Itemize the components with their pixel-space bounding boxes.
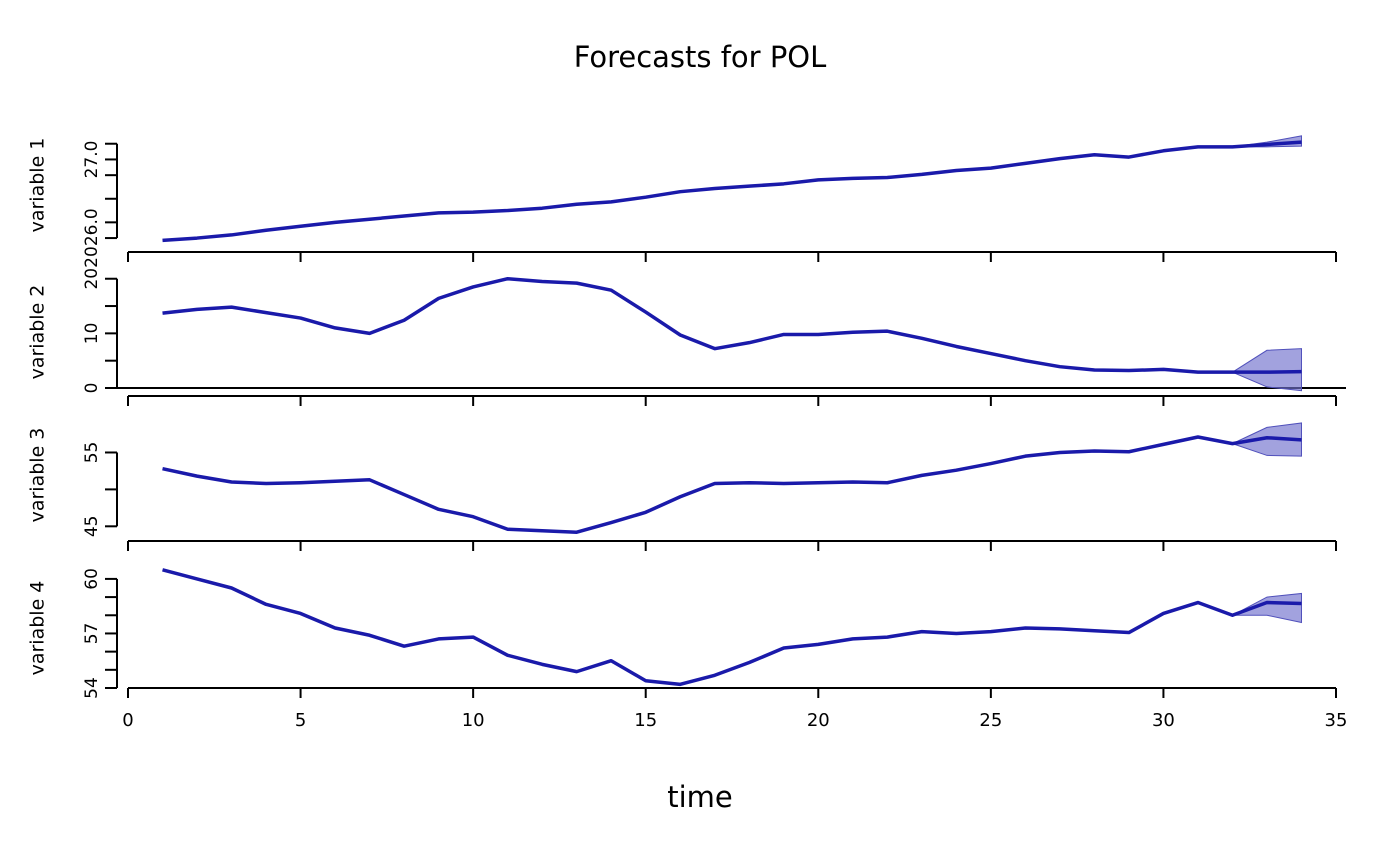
x-tick-label-7: 35 [1325, 710, 1348, 731]
x-tick-label-3: 15 [634, 710, 657, 731]
x-tick-label-1: 5 [295, 710, 306, 731]
y-tick-label-2-2: 20 [82, 268, 102, 290]
panel-ylabel-2: variable 2 [27, 285, 49, 380]
y-tick-label-1-1: 27.0 [82, 141, 102, 179]
x-tick-label-5: 25 [979, 710, 1002, 731]
panel-ylabel-1: variable 1 [27, 138, 49, 233]
y-tick-label-2-0: 0 [82, 383, 102, 394]
x-tick-label-2: 10 [462, 710, 485, 731]
series-line-4 [162, 568, 1302, 687]
x-tick-label-6: 30 [1152, 710, 1175, 731]
y-tick-label-3-1: 55 [82, 442, 102, 464]
series-line-1 [162, 140, 1302, 243]
y-tick-label-4-2: 60 [82, 568, 102, 590]
y-tick-label-4-0: 54 [82, 677, 102, 699]
y-tick-label-3-0: 45 [82, 515, 102, 537]
y-tick-label-1-0: 2026.0 [82, 208, 102, 267]
chart-title: Forecasts for POL [573, 40, 827, 74]
series-line-2 [162, 276, 1302, 374]
forecast-band-4 [1232, 592, 1302, 624]
y-tick-label-2-1: 10 [82, 323, 102, 345]
x-tick-label-4: 20 [807, 710, 830, 731]
panel-ylabel-4: variable 4 [27, 581, 49, 676]
series-line-3 [162, 435, 1302, 534]
panel-ylabel-3: variable 3 [27, 428, 49, 523]
y-tick-label-4-1: 57 [82, 623, 102, 645]
x-tick-label-0: 0 [122, 710, 133, 731]
forecast-band-2 [1231, 348, 1302, 392]
x-axis-label: time [667, 780, 733, 814]
